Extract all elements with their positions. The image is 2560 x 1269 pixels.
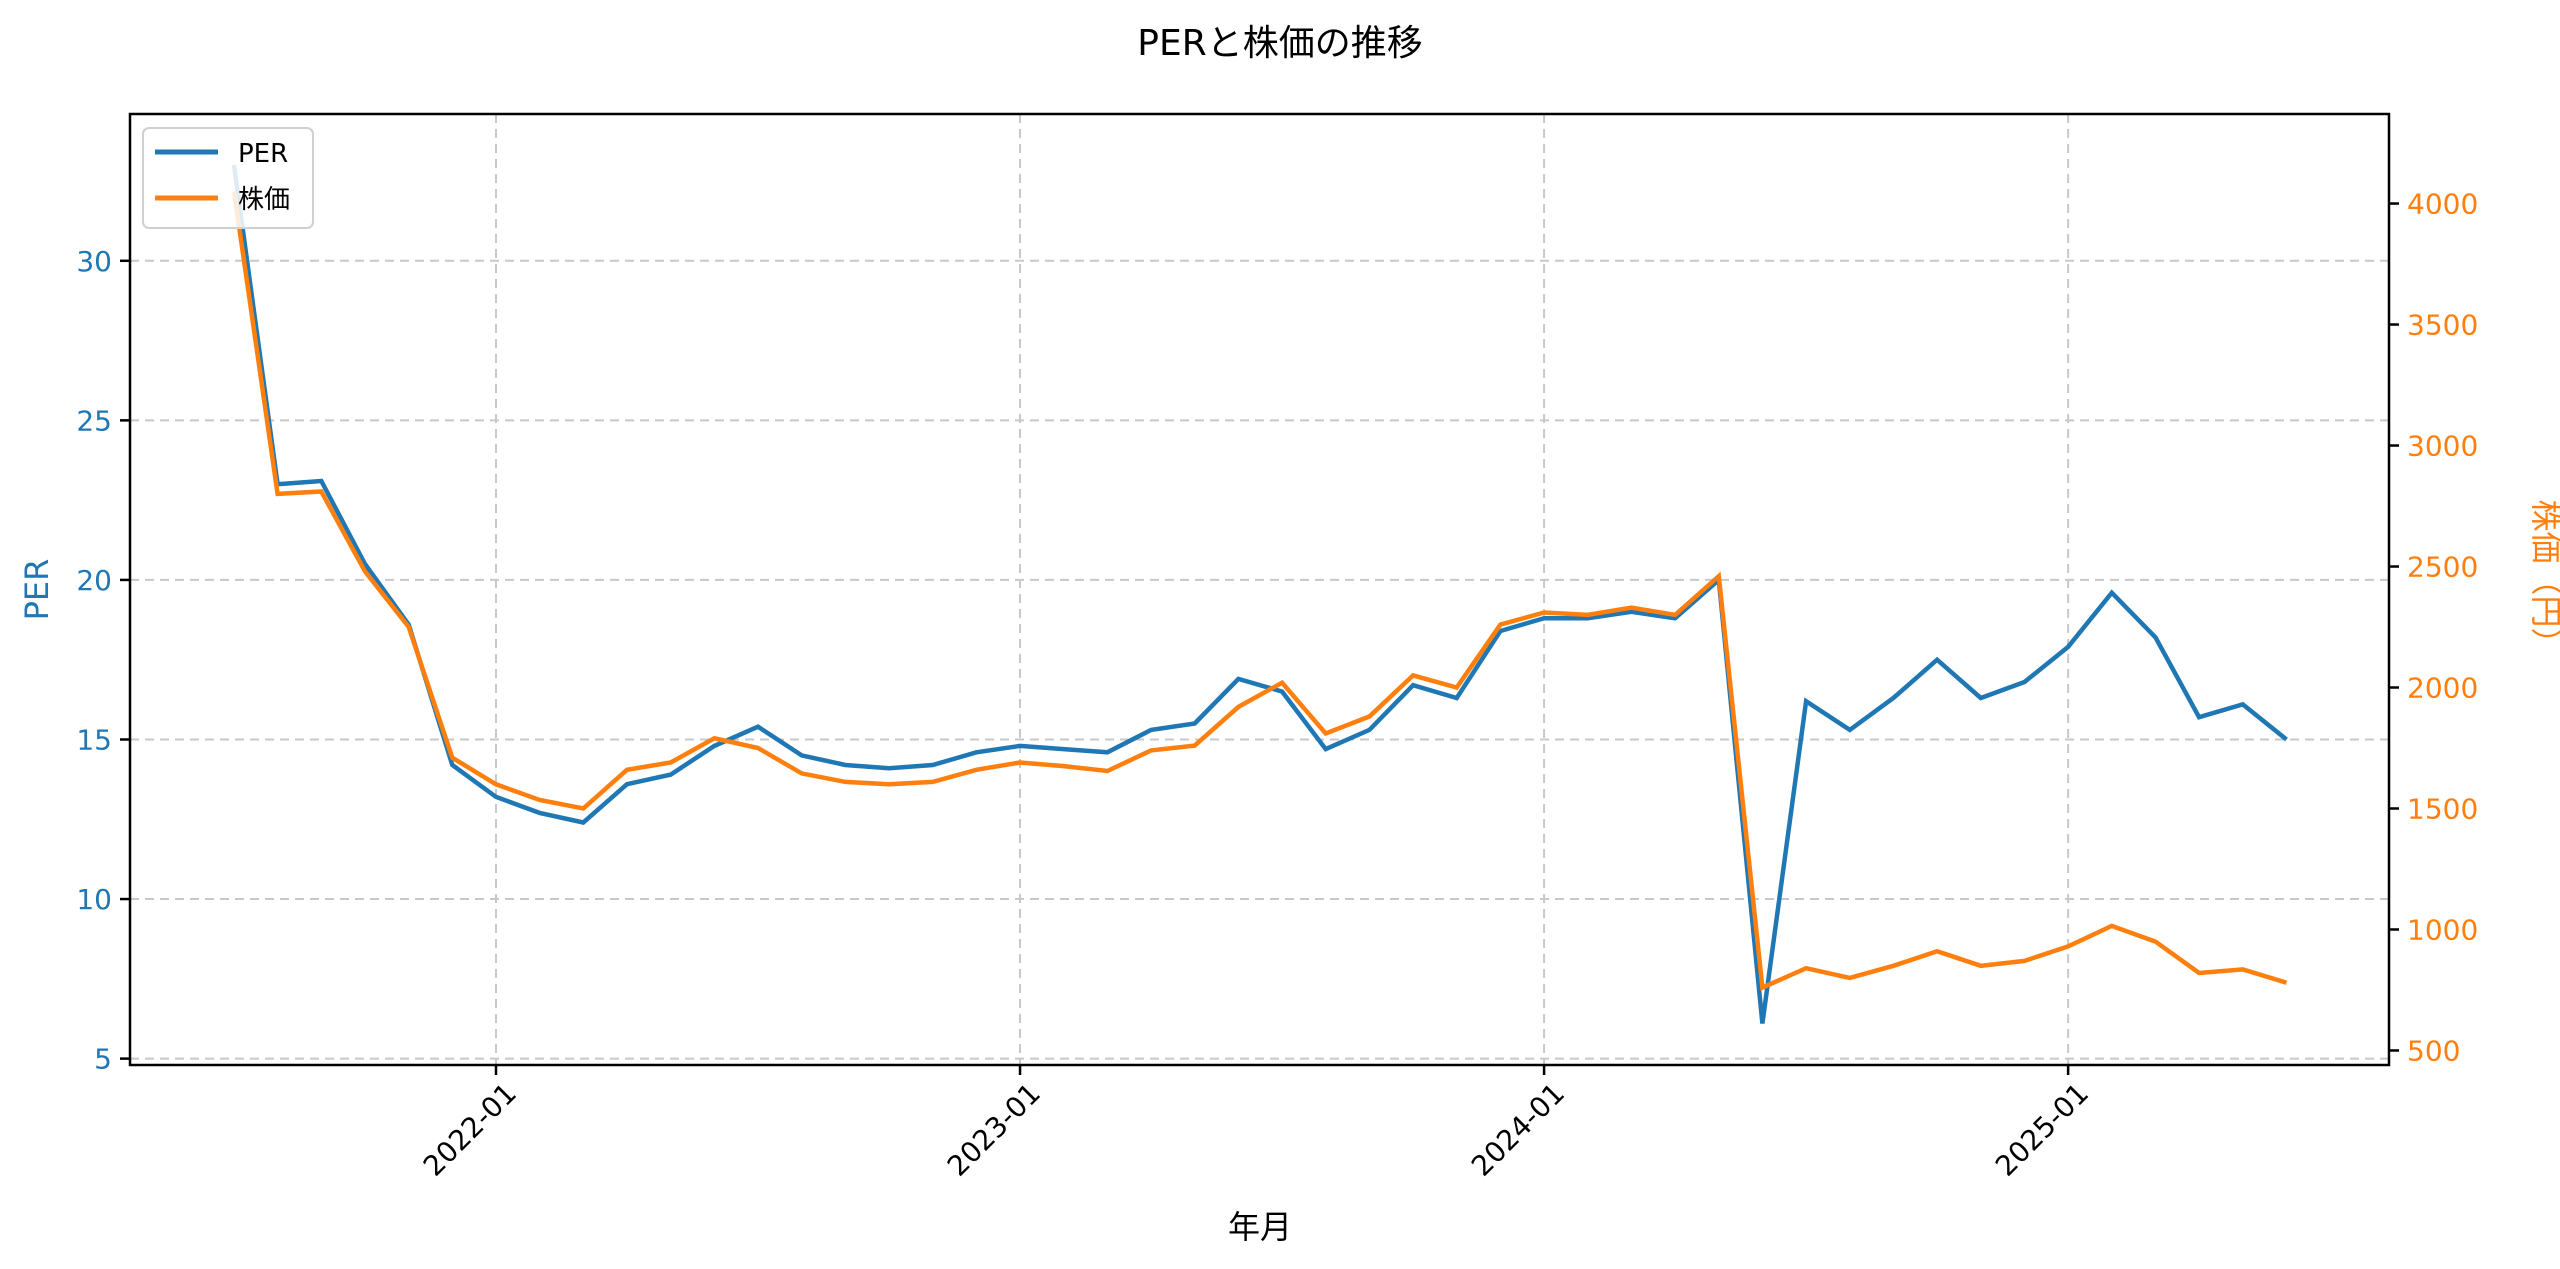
right-tick-label: 3000 <box>2407 430 2478 463</box>
right-tick-label: 1000 <box>2407 913 2478 946</box>
plot-frame <box>128 112 2391 1067</box>
x-axis-label: 年月 <box>1228 1208 1292 1246</box>
x-axis-ticks: 2022-01 2023-01 2024-01 2025-01 <box>417 1065 2095 1183</box>
left-tick-label: 30 <box>76 245 112 278</box>
data-lines <box>231 164 2288 1024</box>
right-tick-label: 3500 <box>2407 309 2478 342</box>
left-tick-label: 10 <box>76 883 112 916</box>
right-tick-label: 4000 <box>2407 188 2478 221</box>
right-axis-ticks: 500 1000 1500 2000 2500 3000 3500 4000 <box>2389 188 2478 1067</box>
legend-price-label: 株価 <box>238 185 290 215</box>
legend: PER 株価 <box>142 127 314 229</box>
right-tick-label: 2500 <box>2407 551 2478 584</box>
x-tick-label: 2023-01 <box>941 1077 1047 1183</box>
legend-per-label: PER <box>238 139 288 169</box>
left-tick-label: 20 <box>76 564 112 597</box>
right-tick-label: 500 <box>2407 1034 2460 1067</box>
right-tick-label: 1500 <box>2407 792 2478 825</box>
left-tick-label: 15 <box>76 723 112 756</box>
x-tick-label: 2025-01 <box>1989 1077 2095 1183</box>
right-tick-label: 2000 <box>2407 672 2478 705</box>
x-tick-label: 2022-01 <box>417 1077 523 1183</box>
grid-lines <box>130 114 2389 1065</box>
left-axis-label: PER <box>18 559 56 621</box>
left-axis-ticks: 5 10 15 20 25 30 <box>76 245 130 1076</box>
x-tick-label: 2024-01 <box>1465 1077 1571 1183</box>
left-tick-label: 25 <box>76 404 112 437</box>
per-line <box>231 164 2288 1024</box>
chart-title: PERと株価の推移 <box>1137 23 1423 64</box>
left-tick-label: 5 <box>94 1043 112 1076</box>
right-axis-label: 株価（円） <box>2527 499 2560 659</box>
price-line <box>231 191 2288 991</box>
